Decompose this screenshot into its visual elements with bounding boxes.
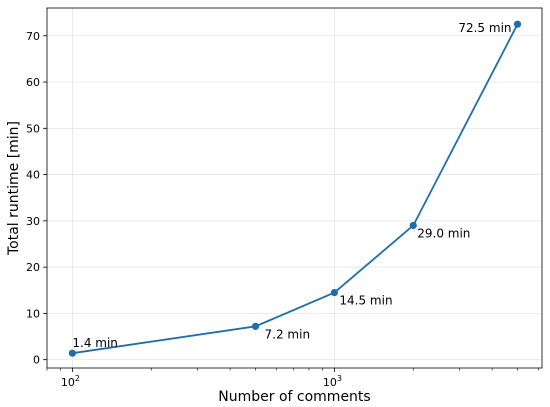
y-tick-label: 70 [26, 30, 40, 43]
plot-frame [46, 7, 543, 369]
x-tick-label: 102 [61, 374, 80, 389]
x-axis-label: Number of comments [218, 389, 370, 405]
data-point [251, 322, 260, 330]
data-point-label: 1.4 min [72, 336, 118, 350]
x-tick-label: 103 [323, 374, 342, 389]
data-point-label: 29.0 min [417, 226, 470, 240]
y-axis-label: Total runtime [min] [6, 121, 22, 256]
y-tick-label: 0 [33, 354, 40, 367]
y-tick-label: 10 [26, 307, 40, 320]
data-point [330, 288, 338, 297]
series-line [72, 23, 519, 355]
data-point-label: 14.5 min [339, 294, 392, 308]
data-labels: 1.4 min 7.2 min 14.5 min 29.0 min 72.5 min [72, 21, 511, 350]
y-tick-label: 60 [26, 76, 40, 89]
series [68, 20, 522, 357]
data-point [409, 221, 417, 230]
data-point [513, 20, 522, 28]
y-tick-label: 30 [26, 215, 40, 228]
data-point-label: 72.5 min [458, 21, 511, 35]
data-point [68, 349, 76, 357]
y-tick-label: 40 [26, 169, 40, 182]
y-tick-label: 50 [26, 122, 40, 135]
data-point-label: 7.2 min [265, 327, 311, 341]
y-tick-label: 20 [26, 261, 40, 274]
grid [47, 8, 542, 368]
axes: 0 10 20 30 40 50 60 70 102 103 [26, 7, 543, 389]
